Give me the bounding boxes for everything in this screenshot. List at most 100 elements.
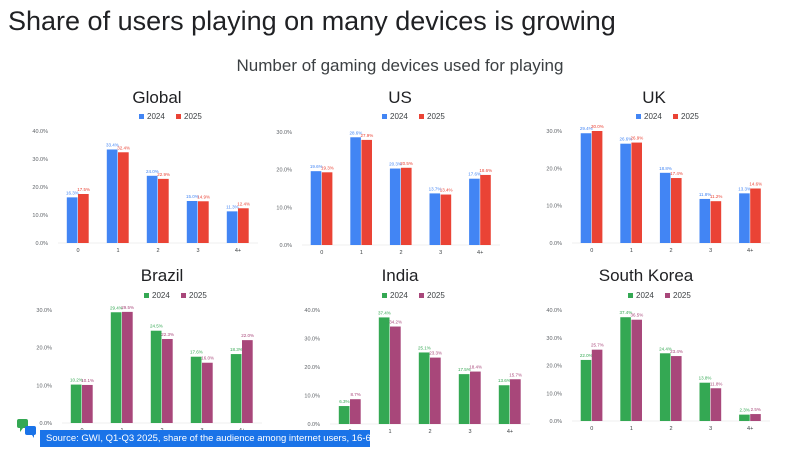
legend-swatch: [181, 293, 186, 298]
bar: [580, 133, 592, 243]
bar: [242, 340, 253, 423]
y-tick-label: 30.0%: [32, 157, 48, 163]
bar: [699, 382, 711, 421]
data-label: 11.3%: [226, 204, 238, 209]
data-label: 6.3%: [339, 399, 349, 404]
data-label: 12.4%: [237, 201, 250, 206]
data-label: 23.4%: [670, 349, 683, 354]
x-tick-label: 4+: [507, 429, 513, 435]
page-subtitle: Number of gaming devices used for playin…: [236, 56, 564, 75]
data-label: 11.2%: [710, 194, 722, 199]
source-note: Source: GWI, Q1-Q3 2025, share of the au…: [40, 430, 376, 447]
bar: [510, 379, 521, 424]
legend-label: 2024: [147, 112, 165, 121]
data-label: 18.6%: [479, 168, 492, 173]
data-label: 10.2%: [70, 378, 83, 383]
bar: [429, 193, 441, 245]
bar: [186, 201, 198, 243]
x-tick-label: 1: [630, 426, 633, 432]
data-label: 18.3%: [230, 347, 243, 352]
x-tick-label: 2: [399, 250, 402, 256]
y-tick-label: 30.0%: [276, 130, 292, 136]
legend-label: 2025: [681, 112, 699, 121]
x-tick-label: 2: [156, 248, 159, 254]
data-label: 20.3%: [389, 162, 402, 167]
data-label: 29.5%: [121, 305, 134, 310]
y-tick-label: 0.0%: [549, 419, 562, 425]
bar: [739, 193, 750, 243]
bar: [389, 168, 401, 245]
data-label: 29.4%: [110, 305, 123, 310]
y-tick-label: 10.0%: [32, 213, 48, 219]
bar: [70, 384, 82, 423]
data-label: 11.8%: [699, 192, 711, 197]
data-label: 15.0%: [186, 194, 199, 199]
data-label: 28.6%: [349, 130, 362, 135]
data-label: 25.1%: [418, 345, 431, 350]
data-label: 25.7%: [591, 343, 604, 348]
data-label: 13.3%: [738, 186, 751, 191]
legend-swatch: [628, 293, 633, 298]
bar: [591, 349, 603, 421]
data-label: 20.5%: [400, 161, 413, 166]
y-tick-label: 20.0%: [304, 365, 320, 371]
legend-swatch: [673, 114, 678, 119]
bar: [498, 385, 510, 424]
bar: [146, 175, 158, 243]
y-tick-label: 10.0%: [546, 204, 562, 210]
y-tick-label: 10.0%: [304, 394, 320, 400]
chart-3: Brazil 2024 2025 0.0% 10.0% 20.0% 30.0% 10.2%10…: [36, 266, 262, 434]
data-label: 18.8%: [659, 166, 672, 171]
chart-title: Brazil: [141, 266, 184, 285]
data-label: 30.0%: [591, 124, 604, 129]
data-label: 18.4%: [469, 365, 482, 370]
data-label: 34.2%: [389, 320, 402, 325]
y-tick-label: 20.0%: [36, 346, 52, 352]
x-tick-label: 3: [709, 426, 712, 432]
bar: [480, 174, 491, 245]
bar: [458, 374, 470, 424]
bar: [390, 326, 401, 424]
x-tick-label: 0: [590, 426, 593, 432]
legend-swatch: [382, 293, 387, 298]
bar: [78, 194, 89, 243]
bar: [226, 211, 238, 243]
y-tick-label: 20.0%: [276, 168, 292, 174]
data-label: 16.0%: [201, 356, 214, 361]
legend-label: 2025: [427, 291, 445, 300]
chat-share-icon: [17, 419, 36, 438]
data-label: 37.4%: [619, 310, 632, 315]
data-label: 32.4%: [117, 145, 130, 150]
x-tick-label: 1: [388, 429, 391, 435]
legend-label: 2024: [390, 291, 408, 300]
bar: [671, 178, 682, 243]
data-label: 13.8%: [699, 376, 712, 381]
data-label: 29.4%: [580, 126, 593, 131]
data-label: 36.5%: [631, 313, 644, 318]
legend-label: 2024: [152, 291, 170, 300]
data-label: 13.4%: [440, 188, 453, 193]
data-label: 8.7%: [350, 392, 360, 397]
data-label: 2.5%: [751, 407, 761, 412]
data-label: 17.4%: [670, 171, 683, 176]
legend-swatch: [665, 293, 670, 298]
x-tick-label: 0: [590, 248, 593, 254]
bar: [440, 194, 452, 245]
chart-4: India 2024 2025 0.0% 10.0% 20.0% 30.0% 40.0% 6.3…: [304, 266, 530, 435]
data-label: 11.8%: [710, 381, 722, 386]
legend-swatch: [419, 114, 424, 119]
data-label: 13.6%: [498, 378, 511, 383]
bar: [338, 406, 350, 424]
data-label: 22.0%: [580, 353, 593, 358]
y-tick-label: 10.0%: [276, 205, 292, 211]
bar: [710, 201, 722, 243]
data-label: 22.0%: [241, 333, 254, 338]
legend-label: 2025: [427, 112, 445, 121]
bar: [430, 357, 441, 424]
bar: [739, 414, 750, 421]
x-tick-label: 3: [468, 429, 471, 435]
x-tick-label: 2: [669, 248, 672, 254]
chart-5: South Korea 2024 2025 0.0% 10.0% 20.0% 30.0% 40…: [546, 266, 770, 432]
y-tick-label: 10.0%: [36, 383, 52, 389]
legend-swatch: [382, 114, 387, 119]
